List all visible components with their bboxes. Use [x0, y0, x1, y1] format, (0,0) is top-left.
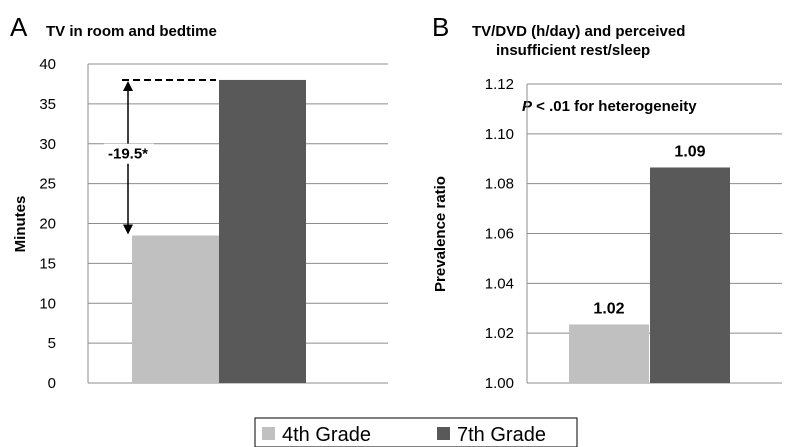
data-label: 1.09	[674, 143, 705, 160]
y-tick-label: 1.06	[485, 226, 514, 243]
y-tick-label: 0	[48, 375, 56, 392]
y-tick-label: 1.04	[485, 275, 514, 292]
panel-b-annotation: P < .01 for heterogeneity	[522, 98, 697, 115]
y-tick-label: 20	[39, 216, 56, 233]
data-label: 1.02	[593, 300, 624, 317]
y-tick-label: 1.10	[485, 126, 514, 143]
y-tick-label: 10	[39, 295, 56, 312]
annotation-background	[104, 143, 154, 164]
legend-swatch-7th-grade	[437, 427, 450, 440]
panel-b-annotation-text: < .01 for heterogeneity	[532, 98, 697, 115]
y-tick-label: 1.12	[485, 76, 514, 93]
panel-b-plot: 1.00 1.02 1.04 1.06 1.08 1.10 1.12 1.02 1.09	[485, 76, 782, 392]
bar-7th-grade	[650, 167, 730, 383]
y-tick-label: 1.08	[485, 176, 514, 193]
bar-4th-grade	[132, 235, 219, 383]
y-tick-label: 1.00	[485, 375, 514, 392]
panel-b-y-axis-label: Prevalence ratio	[432, 176, 449, 292]
legend-swatch-4th-grade	[262, 427, 275, 440]
legend-label-4th-grade: 4th Grade	[282, 424, 371, 446]
y-tick-label: 40	[39, 56, 56, 73]
panel-b-letter: B	[432, 12, 449, 42]
panel-a-letter: A	[10, 12, 28, 42]
panel-a-y-axis-label: Minutes	[12, 196, 29, 253]
arrow-head-up	[123, 80, 133, 91]
y-tick-label: 35	[39, 96, 56, 113]
y-tick-label: 5	[48, 335, 56, 352]
y-tick-label: 15	[39, 255, 56, 272]
arrow-head-down	[123, 224, 133, 235]
bar-7th-grade	[219, 79, 306, 383]
panel-a-title: TV in room and bedtime	[46, 23, 217, 40]
legend: 4th Grade 7th Grade	[254, 417, 578, 447]
panel-b-title-line1: TV/DVD (h/day) and perceived	[472, 23, 685, 40]
difference-annotation: -19.5*	[108, 146, 148, 163]
panel-a-plot: 0 5 10 15 20 25 30 35 40 -19.5*	[39, 56, 388, 392]
bar-4th-grade	[569, 324, 649, 383]
y-tick-label: 25	[39, 176, 56, 193]
panel-b-title-line2: insufficient rest/sleep	[496, 42, 650, 59]
legend-label-7th-grade: 7th Grade	[457, 424, 546, 446]
legend-box	[254, 417, 578, 447]
y-tick-label: 1.02	[485, 325, 514, 342]
y-tick-label: 30	[39, 136, 56, 153]
